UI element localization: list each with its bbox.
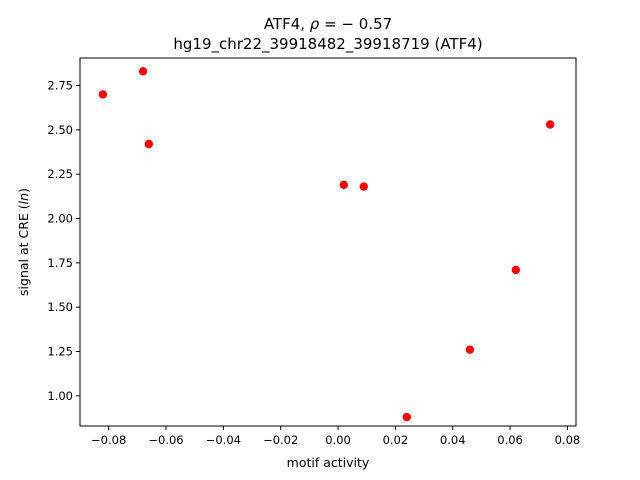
plot-frame: [79, 57, 577, 427]
y-tick-label: 1.00: [47, 389, 73, 403]
data-point: [144, 139, 153, 149]
y-tick-label: 1.25: [47, 345, 73, 359]
x-tick-label: 0.00: [325, 433, 351, 447]
y-tick-label: 2.50: [47, 123, 73, 137]
y-tick-label: 1.50: [47, 300, 73, 314]
data-point: [546, 120, 555, 129]
data-point: [402, 412, 411, 422]
data-point: [138, 67, 148, 76]
plot-area: −0.08 −0.06 −0.04 −0.02 0.00 0.02 0.04 0.06 0.08…: [47, 57, 581, 447]
x-tick-label: −0.08: [91, 433, 126, 447]
data-point: [359, 182, 368, 191]
x-tick-label: 0.06: [497, 433, 523, 447]
chart-title-line2: hg19_chr22_39918482_39918719 (ATF4): [173, 35, 482, 54]
x-tick-label: 0.08: [555, 433, 581, 447]
y-tick-label: 2.75: [47, 78, 73, 92]
y-tick-label: 2.25: [47, 167, 73, 181]
y-axis-label: signal at CRE (ln): [16, 188, 31, 296]
data-point: [98, 90, 108, 99]
y-tick-label: 1.75: [47, 256, 73, 270]
x-tick-label: 0.04: [440, 433, 466, 447]
data-point: [511, 265, 520, 275]
data-point: [339, 180, 348, 189]
x-axis-label: motif activity: [287, 455, 370, 470]
x-tick-label: −0.06: [148, 433, 183, 447]
x-tick-label: 0.02: [383, 433, 409, 447]
x-tick-label: −0.04: [206, 433, 241, 447]
x-tick-label: −0.02: [263, 433, 298, 447]
y-tick-label: 2.00: [47, 212, 73, 226]
data-point: [465, 345, 475, 354]
chart-title-line1: ATF4, ρ = − 0.57: [264, 15, 392, 33]
